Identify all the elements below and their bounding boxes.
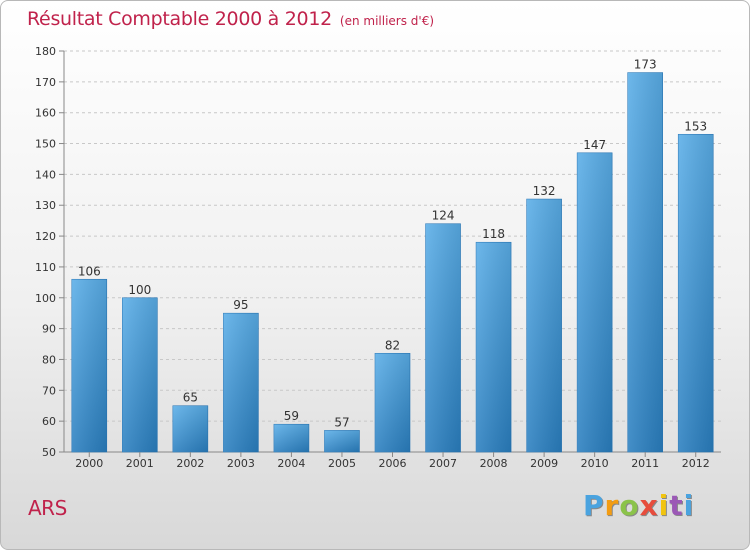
data-label: 57: [334, 415, 349, 429]
chart-title: Résultat Comptable 2000 à 2012 (en millie…: [27, 8, 434, 30]
data-label: 153: [684, 119, 707, 133]
bar-shade: [476, 242, 512, 452]
x-tick-label: 2004: [277, 457, 305, 470]
logo-letter: t: [669, 489, 684, 522]
data-label: 59: [284, 409, 299, 423]
bar-shade: [425, 223, 461, 452]
y-tick-label: 130: [35, 199, 56, 212]
y-tick-label: 100: [35, 292, 56, 305]
logo-letter: x: [639, 489, 659, 522]
x-tick-label: 2002: [176, 457, 204, 470]
x-tick-label: 2005: [328, 457, 356, 470]
data-label: 106: [78, 264, 101, 278]
data-label: 65: [183, 391, 198, 405]
bar-shade: [172, 405, 208, 452]
bar-shade: [223, 313, 259, 452]
y-tick-label: 110: [35, 261, 56, 274]
x-tick-label: 2006: [379, 457, 407, 470]
y-tick-label: 50: [42, 446, 56, 459]
x-tick-label: 2007: [429, 457, 457, 470]
logo-letter: r: [604, 489, 620, 522]
data-label: 132: [533, 184, 556, 198]
y-tick-label: 70: [42, 384, 56, 397]
chart-subtitle: (en milliers d'€): [339, 14, 435, 28]
data-label: 124: [432, 209, 455, 223]
chart-title-text: Résultat Comptable 2000 à 2012: [27, 8, 332, 30]
data-label: 100: [128, 283, 151, 297]
town-name: ARS: [28, 496, 67, 520]
y-tick-label: 140: [35, 168, 56, 181]
proxiti-logo[interactable]: Proxiti: [583, 489, 694, 522]
data-label: 147: [583, 138, 606, 152]
y-tick-label: 160: [35, 107, 56, 120]
data-label: 118: [482, 227, 505, 241]
data-label: 95: [233, 298, 248, 312]
x-tick-label: 2000: [75, 457, 103, 470]
y-tick-label: 80: [42, 353, 56, 366]
y-tick-label: 90: [42, 323, 56, 336]
bar-shade: [273, 424, 309, 452]
x-tick-label: 2010: [581, 457, 609, 470]
x-tick-label: 2003: [227, 457, 255, 470]
bar-shade: [375, 353, 410, 452]
bar-shade: [324, 430, 360, 452]
x-tick-label: 2011: [631, 457, 659, 470]
bar-shade: [678, 134, 714, 453]
y-tick-label: 170: [35, 76, 56, 89]
bar-shade: [526, 199, 562, 452]
logo-letter: i: [683, 489, 695, 522]
data-label: 82: [385, 338, 400, 352]
bar-shade: [577, 152, 613, 453]
x-tick-label: 2012: [682, 457, 710, 470]
data-label: 173: [634, 58, 657, 72]
bar-shade: [71, 279, 107, 452]
bar-shade: [627, 72, 663, 452]
y-tick-label: 150: [35, 138, 56, 151]
bar-shade: [122, 297, 158, 452]
x-tick-label: 2008: [480, 457, 508, 470]
y-tick-label: 180: [35, 45, 56, 58]
x-tick-label: 2009: [530, 457, 558, 470]
logo-letter: o: [619, 489, 640, 522]
y-tick-label: 120: [35, 230, 56, 243]
logo-letter: P: [583, 489, 605, 522]
logo-letter: i: [658, 489, 670, 522]
y-tick-label: 60: [42, 415, 56, 428]
x-tick-label: 2001: [126, 457, 154, 470]
